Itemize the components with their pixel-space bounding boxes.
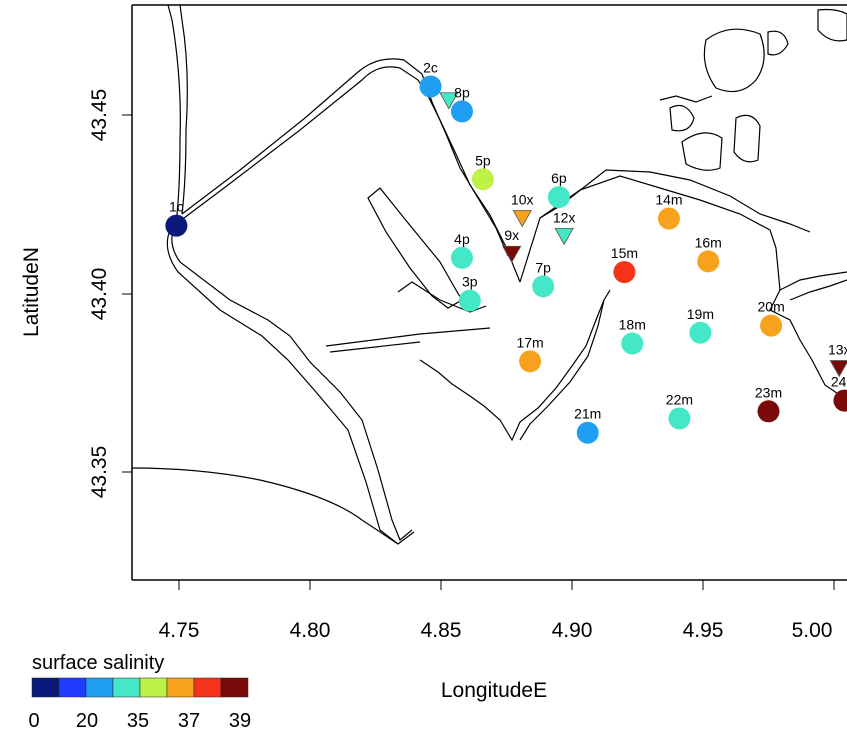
station-circle-marker bbox=[450, 100, 473, 123]
x-tick-label: 4.95 bbox=[683, 619, 724, 642]
station-circle-marker bbox=[833, 389, 847, 412]
station-label: 16m bbox=[695, 234, 722, 250]
salinity-legend: surface salinity 0 20 35 37 39 bbox=[28, 652, 251, 732]
legend-tick-label: 37 bbox=[178, 710, 200, 732]
station-label: 2c bbox=[423, 59, 438, 75]
legend-tick-label: 39 bbox=[229, 710, 251, 732]
legend-swatch bbox=[193, 677, 222, 698]
legend-swatch bbox=[220, 677, 249, 698]
station-triangle-marker bbox=[829, 360, 847, 378]
y-axis-title: LatitudeN bbox=[20, 247, 43, 337]
x-tick-label: 4.90 bbox=[552, 619, 593, 642]
station-label: 21m bbox=[574, 406, 601, 422]
coastline bbox=[131, 4, 847, 545]
station-circle-marker bbox=[165, 214, 188, 237]
station-label: 14m bbox=[655, 192, 682, 208]
station-label: 12x bbox=[553, 209, 576, 225]
station-circle-marker bbox=[532, 275, 555, 298]
station-circle-marker bbox=[547, 186, 570, 209]
station-circle-marker bbox=[697, 250, 720, 273]
station-label: 5p bbox=[475, 152, 491, 168]
legend-tick-label: 35 bbox=[127, 710, 149, 732]
station-label: 6p bbox=[551, 170, 567, 186]
station-circle-marker bbox=[689, 321, 712, 344]
station-circle-marker bbox=[458, 289, 481, 312]
legend-title: surface salinity bbox=[32, 652, 164, 674]
station-circle-marker bbox=[419, 75, 442, 98]
station-label: 1c bbox=[169, 199, 184, 215]
station-circle-marker bbox=[519, 350, 542, 373]
station-label: 18m bbox=[619, 316, 646, 332]
station-circle-marker bbox=[668, 407, 691, 430]
station-label: 24m bbox=[831, 374, 847, 390]
legend-swatch bbox=[58, 677, 87, 698]
legend-swatch bbox=[31, 677, 60, 698]
station-circle-marker bbox=[613, 261, 636, 284]
station-circle-marker bbox=[757, 400, 780, 423]
y-axis: 43.35 43.40 43.45 bbox=[88, 89, 132, 499]
station-circle-marker bbox=[471, 168, 494, 191]
station-triangle-marker bbox=[512, 210, 532, 228]
station-label: 17m bbox=[516, 334, 543, 350]
station-circle-marker bbox=[576, 421, 599, 444]
legend-color-bar bbox=[31, 677, 249, 698]
station-label: 8p bbox=[454, 84, 470, 100]
station-circle-marker bbox=[657, 207, 680, 230]
station-label: 7p bbox=[535, 259, 551, 275]
x-tick-label: 4.85 bbox=[421, 619, 462, 642]
station-label: 10x bbox=[511, 192, 534, 208]
y-tick-label: 43.35 bbox=[88, 446, 111, 499]
station-triangle-marker bbox=[502, 245, 522, 264]
legend-swatch bbox=[139, 677, 168, 698]
legend-tick-label: 0 bbox=[28, 710, 39, 732]
station-label: 15m bbox=[611, 245, 638, 261]
plot-frame bbox=[131, 4, 847, 581]
station-label: 9x bbox=[504, 227, 519, 243]
stations-layer: 1c 2c 8p 5p 6p 10x 12x 14m 4p 9x 15m 16m 7p 3p 20m 19m 1… bbox=[165, 59, 847, 444]
station-label: 4p bbox=[454, 231, 470, 247]
station-label: 23m bbox=[755, 384, 782, 400]
station-triangle-marker bbox=[554, 227, 574, 246]
legend-swatch bbox=[112, 677, 141, 698]
station-circle-marker bbox=[760, 314, 783, 337]
station-triangle-marker bbox=[439, 92, 459, 110]
x-axis-title: LongitudeE bbox=[441, 679, 547, 702]
x-tick-label: 5.00 bbox=[792, 619, 833, 642]
legend-swatch bbox=[85, 677, 114, 698]
station-label: 20m bbox=[758, 299, 785, 315]
station-label: 19m bbox=[687, 306, 714, 322]
station-circle-marker bbox=[450, 246, 473, 269]
y-tick-label: 43.45 bbox=[88, 89, 111, 142]
x-tick-label: 4.80 bbox=[290, 619, 331, 642]
x-axis: 4.75 4.80 4.85 4.90 4.95 5.00 bbox=[159, 580, 835, 642]
station-label: 3p bbox=[462, 274, 478, 290]
station-label: 22m bbox=[666, 391, 693, 407]
station-label: 13x bbox=[828, 341, 847, 357]
legend-swatch bbox=[166, 677, 195, 698]
station-circle-marker bbox=[621, 332, 644, 355]
legend-tick-label: 20 bbox=[76, 710, 98, 732]
x-tick-label: 4.75 bbox=[159, 619, 200, 642]
y-tick-label: 43.40 bbox=[88, 268, 111, 321]
